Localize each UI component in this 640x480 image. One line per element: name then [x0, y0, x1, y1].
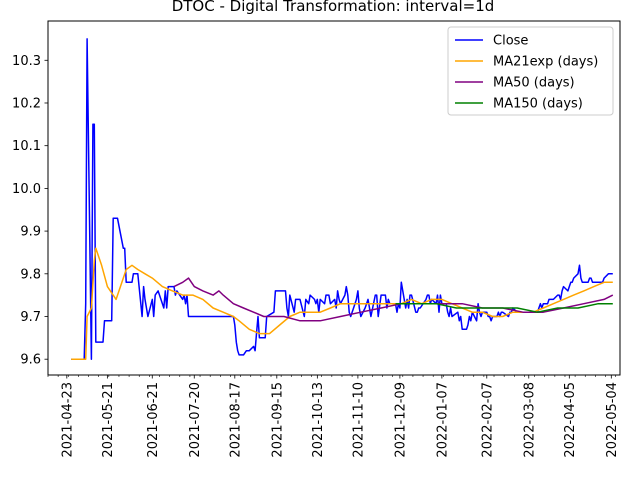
series-line-1: [71, 247, 613, 360]
x-tick-label: 2021-12-09: [393, 382, 408, 458]
legend: Close MA21exp (days) MA50 (days) MA150 (day…: [447, 26, 614, 116]
x-tick-label: 2021-11-10: [351, 382, 366, 458]
y-tick-label: 10.1: [12, 139, 41, 154]
y-tick-label: 9.6: [20, 353, 41, 368]
x-tick-label: 2021-10-13: [311, 382, 326, 458]
series-layer: [71, 38, 614, 360]
x-tick-label: 2021-05-21: [101, 382, 116, 458]
y-tick-label: 9.7: [20, 310, 41, 325]
plot-frame: [47, 20, 621, 376]
x-tick-label: 2022-04-05: [563, 382, 578, 458]
series-line-2: [173, 277, 614, 322]
x-tick-label: 2022-05-04: [605, 382, 620, 458]
y-tick-label: 10.3: [12, 54, 41, 69]
chart-title: DTOC - Digital Transformation: interval=…: [172, 0, 495, 15]
y-tick-label: 9.8: [20, 267, 41, 282]
x-tick-label: 2022-03-08: [522, 382, 537, 458]
x-tick-label: 2021-08-17: [228, 382, 243, 458]
y-axis: 9.6 9.7 9.8 9.9 10.0 10.1 10.2 10.3: [12, 54, 48, 368]
x-tick-label: 2022-01-07: [435, 382, 450, 458]
x-tick-label: 2021-06-21: [146, 382, 161, 458]
y-tick-label: 10.2: [12, 96, 41, 111]
x-tick-label: 2021-09-15: [270, 382, 285, 458]
x-axis: 2021-04-23 2021-05-21 2021-06-21 2021-07-20…: [60, 375, 620, 458]
x-tick-label: 2022-02-07: [480, 382, 495, 458]
x-tick-label: 2021-04-23: [60, 382, 75, 458]
x-tick-label: 2021-07-20: [188, 382, 203, 458]
y-tick-label: 9.9: [20, 225, 41, 240]
legend-label: Close: [493, 34, 528, 49]
legend-label: MA21exp (days): [493, 55, 598, 70]
legend-label: MA50 (days): [493, 76, 575, 91]
series-line-3: [395, 302, 613, 313]
legend-box: [447, 26, 614, 116]
y-tick-label: 10.0: [12, 182, 41, 197]
legend-label: MA150 (days): [493, 97, 583, 112]
